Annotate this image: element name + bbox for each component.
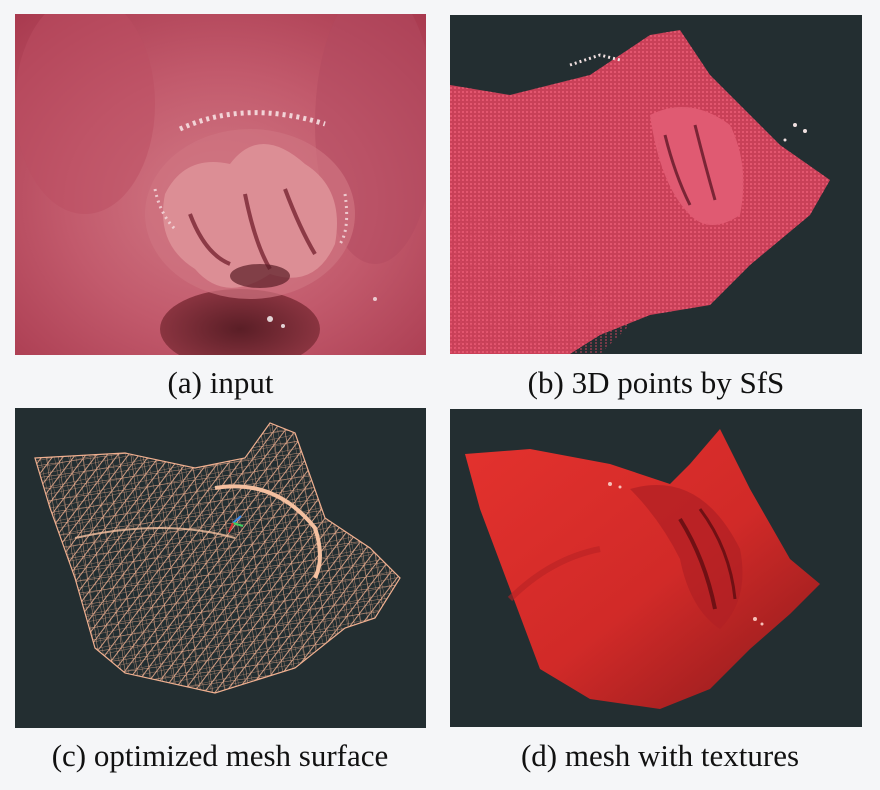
point-cloud-render — [450, 15, 862, 354]
caption-c: (c) optimized mesh surface — [51, 738, 389, 773]
wireframe-mesh-panel — [15, 408, 426, 728]
input-image-panel — [15, 14, 426, 355]
textured-mesh-render — [450, 409, 862, 727]
caption-b: (b) 3D points by SfS — [527, 365, 785, 400]
point-cloud-panel — [450, 15, 862, 354]
caption-a: (a) input — [167, 365, 274, 400]
endoscope-input-image — [15, 14, 426, 355]
textured-mesh-panel — [450, 409, 862, 727]
caption-d: (d) mesh with textures — [520, 738, 800, 773]
wireframe-mesh-render — [15, 408, 426, 728]
